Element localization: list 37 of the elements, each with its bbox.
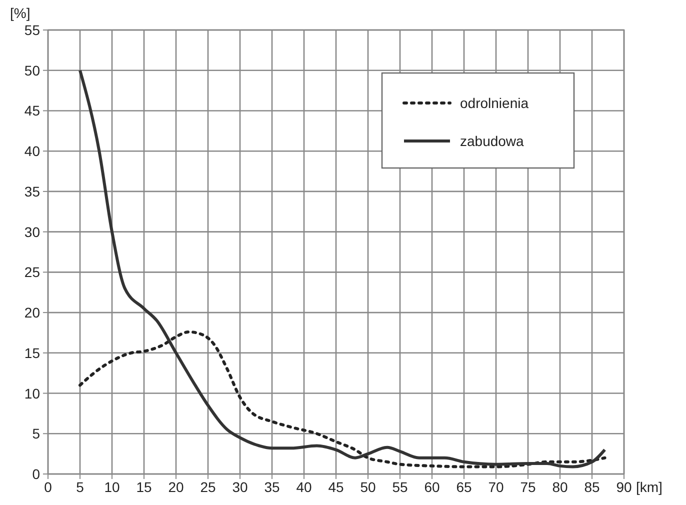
line-series <box>78 68 606 468</box>
x-tick-label: 70 <box>488 479 504 495</box>
y-tick-label: 10 <box>24 385 40 402</box>
x-tick-label: 40 <box>296 479 312 495</box>
y-tick-label: 5 <box>32 426 40 442</box>
x-tick-label: 80 <box>552 479 568 495</box>
x-tick-label: 35 <box>264 479 280 495</box>
y-tick-label: 20 <box>24 304 40 321</box>
x-tick-label: 10 <box>104 479 120 495</box>
x-tick-label: 25 <box>200 479 216 495</box>
line-series <box>78 330 606 468</box>
x-axis-title: [km] <box>636 479 662 495</box>
x-tick-label: 0 <box>44 479 52 495</box>
x-tick-label: 60 <box>424 479 440 495</box>
x-tick-label: 45 <box>328 479 344 495</box>
x-tick-label: 30 <box>232 479 248 495</box>
y-tick-label: 50 <box>24 62 40 78</box>
x-tick-label: 50 <box>360 479 376 495</box>
y-tick-label: 25 <box>24 264 40 280</box>
legend-label: zabudowa <box>460 133 524 149</box>
x-tick-label: 20 <box>168 479 184 495</box>
x-tick-label: 15 <box>136 479 152 495</box>
x-tick-label: 90 <box>616 479 632 495</box>
y-tick-label: 55 <box>24 22 40 38</box>
y-tick-label: 35 <box>24 183 40 200</box>
x-tick-label: 65 <box>456 479 472 495</box>
y-tick-label: 40 <box>24 143 40 160</box>
y-tick-label: 0 <box>32 466 40 482</box>
x-tick-label: 55 <box>392 479 408 495</box>
x-tick-label: 85 <box>584 479 600 495</box>
y-tick-label: 45 <box>24 102 40 119</box>
x-tick-label: 5 <box>76 479 84 495</box>
y-axis-title: [%] <box>10 5 30 21</box>
y-tick-label: 30 <box>24 224 40 240</box>
x-tick-label: 75 <box>520 479 536 495</box>
y-tick-label: 15 <box>24 344 40 361</box>
legend-label: odrolnienia <box>460 95 529 111</box>
